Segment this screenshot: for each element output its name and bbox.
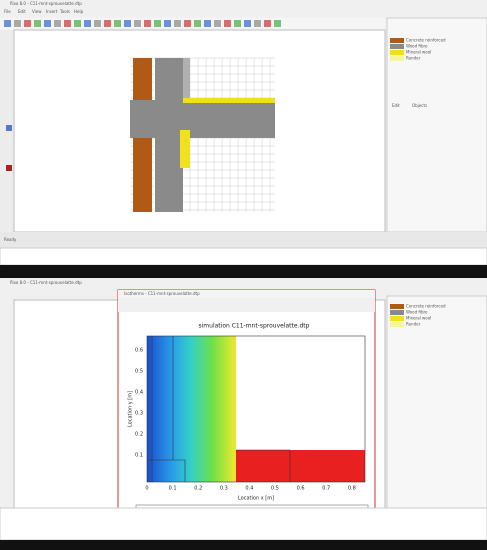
- y-tick-label: 0.5: [135, 369, 143, 375]
- layer-name[interactable]: Wood fibre: [406, 44, 428, 49]
- x-tick-label: 0.6: [297, 486, 305, 492]
- layer-swatch[interactable]: [390, 304, 404, 309]
- dialog-toolbar: [118, 298, 375, 312]
- layer-swatch[interactable]: [390, 50, 404, 55]
- layer-name[interactable]: Mineral wool: [406, 316, 431, 321]
- x-tick-label: 0.5: [271, 486, 279, 492]
- window-title: flixo 8.0 - C11-mnt-sprouvelatte.dtp: [10, 1, 82, 6]
- toolbar-button[interactable]: [124, 20, 131, 27]
- window-title: flixo 8.0 - C11-mnt-sprouvelatte.dtp: [10, 280, 82, 285]
- screenshot: flixo 8.0 - C11-mnt-sprouvelatte.dtp Fil…: [0, 0, 487, 550]
- panel-tab[interactable]: Edit: [392, 103, 400, 108]
- toolbar-button[interactable]: [264, 20, 271, 27]
- layer-swatch[interactable]: [390, 44, 404, 49]
- toolbar-button[interactable]: [4, 20, 11, 27]
- toolbar-button[interactable]: [144, 20, 151, 27]
- layer-name[interactable]: Render: [406, 56, 421, 61]
- taskbar: [0, 265, 487, 278]
- isotherm-red: [236, 450, 365, 482]
- dialog-title: Isotherms - C11-mnt-sprouvelatte.dtp: [124, 291, 200, 296]
- layer-swatch[interactable]: [390, 56, 404, 61]
- layer-swatch[interactable]: [390, 322, 404, 327]
- x-tick-label: 0.3: [220, 486, 228, 492]
- layer-name[interactable]: Concrete reinforced: [406, 38, 446, 43]
- menu-item[interactable]: Help: [74, 9, 84, 14]
- console: [0, 508, 487, 540]
- menu-item[interactable]: View: [32, 9, 42, 14]
- layer-swatch[interactable]: [390, 316, 404, 321]
- plot-title: simulation C11-mnt-sprouvelatte.dtp: [199, 323, 310, 330]
- right-panel: [387, 296, 487, 508]
- status-bar: [0, 232, 487, 248]
- x-tick-label: 0.7: [322, 486, 330, 492]
- tool[interactable]: [6, 125, 12, 131]
- toolbar-button[interactable]: [24, 20, 31, 27]
- x-tick-label: 0.2: [194, 486, 202, 492]
- layer-name[interactable]: Render: [406, 322, 421, 327]
- toolbar-button[interactable]: [104, 20, 111, 27]
- layer-swatch[interactable]: [390, 310, 404, 315]
- y-tick-label: 0.4: [135, 390, 143, 396]
- toolbar-button[interactable]: [254, 20, 261, 27]
- layer-insulation: [180, 130, 190, 168]
- toolbar-button[interactable]: [164, 20, 171, 27]
- toolbar-button[interactable]: [44, 20, 51, 27]
- console: [0, 248, 487, 265]
- menu-item[interactable]: Tools: [59, 9, 70, 14]
- toolbar-button[interactable]: [174, 20, 181, 27]
- layer-insulation: [183, 98, 275, 103]
- menu-item[interactable]: File: [4, 9, 11, 14]
- menu-item[interactable]: Edit: [18, 9, 26, 14]
- toolbar-button[interactable]: [234, 20, 241, 27]
- layer-name[interactable]: Wood fibre: [406, 310, 428, 315]
- toolbar-button[interactable]: [14, 20, 21, 27]
- layer-swatch[interactable]: [390, 38, 404, 43]
- layer-name[interactable]: Concrete reinforced: [406, 304, 446, 309]
- toolbar-button[interactable]: [214, 20, 221, 27]
- toolbar-button[interactable]: [194, 20, 201, 27]
- y-tick-label: 0.3: [135, 411, 143, 417]
- toolbar-button[interactable]: [274, 20, 281, 27]
- toolbar-button[interactable]: [114, 20, 121, 27]
- toolbar-button[interactable]: [74, 20, 81, 27]
- toolbar-button[interactable]: [94, 20, 101, 27]
- toolbar-button[interactable]: [244, 20, 251, 27]
- toolbar-button[interactable]: [224, 20, 231, 27]
- toolbar-button[interactable]: [84, 20, 91, 27]
- tool[interactable]: [6, 165, 12, 171]
- y-tick-label: 0.1: [135, 453, 143, 459]
- x-tick-label: 0: [145, 486, 148, 492]
- empty-region: [236, 336, 365, 450]
- status: Ready: [4, 237, 17, 242]
- panel-tab[interactable]: Objects: [412, 103, 427, 108]
- y-tick-label: 0.2: [135, 432, 143, 438]
- toolbar-button[interactable]: [64, 20, 71, 27]
- toolbar-button[interactable]: [204, 20, 211, 27]
- y-axis-label: Location y [m]: [128, 391, 134, 427]
- x-tick-label: 0.1: [169, 486, 177, 492]
- x-axis-label: Location x [m]: [238, 496, 274, 502]
- menu-item[interactable]: Insert: [46, 9, 58, 14]
- layer-concrete: [130, 100, 275, 138]
- taskbar: [0, 540, 487, 550]
- layer-render: [183, 58, 190, 98]
- x-tick-label: 0.8: [348, 486, 356, 492]
- x-tick-label: 0.4: [245, 486, 253, 492]
- toolbar-button[interactable]: [134, 20, 141, 27]
- toolbar-button[interactable]: [154, 20, 161, 27]
- toolbar-button[interactable]: [34, 20, 41, 27]
- y-tick-label: 0.6: [135, 348, 143, 354]
- page: {"top_window":{"title":"flixo 8.0 - C11-…: [0, 0, 487, 550]
- toolbar-button[interactable]: [54, 20, 61, 27]
- layer-name[interactable]: Mineral wool: [406, 50, 431, 55]
- toolbar-button[interactable]: [184, 20, 191, 27]
